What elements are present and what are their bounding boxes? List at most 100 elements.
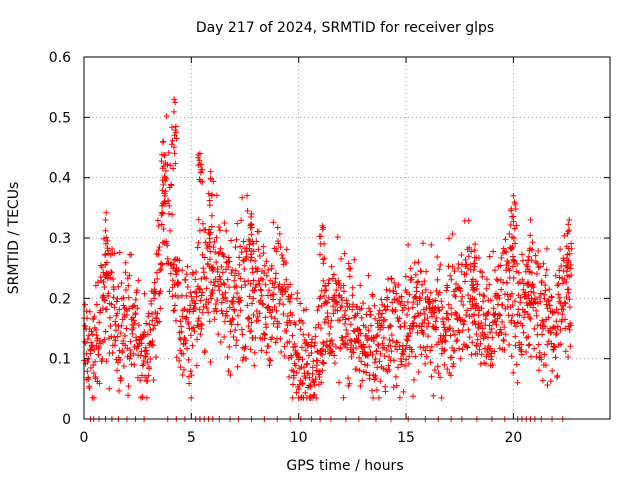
data-point [428, 373, 435, 380]
data-point [347, 265, 354, 272]
data-point [527, 315, 534, 322]
data-point [411, 259, 418, 266]
data-point [143, 394, 150, 401]
data-point-peak [170, 165, 177, 172]
data-point [553, 330, 560, 337]
data-point-peak [170, 108, 177, 115]
data-point [329, 348, 336, 355]
data-point [390, 287, 397, 294]
data-point [366, 343, 373, 350]
data-point [120, 363, 127, 370]
data-point [497, 262, 504, 269]
data-point [509, 263, 516, 270]
data-point [122, 269, 129, 276]
data-point [310, 358, 317, 365]
data-point [267, 357, 274, 364]
axes: 0 5 10 15 20 0 0.1 0.2 0.3 0.4 0.5 0.6 [49, 50, 611, 446]
data-point [195, 239, 202, 246]
data-point-peak [168, 141, 175, 148]
data-point [130, 350, 137, 357]
data-point [177, 318, 184, 325]
data-point [254, 268, 261, 275]
data-point [248, 319, 255, 326]
data-point [375, 394, 382, 401]
data-point [114, 310, 121, 317]
data-point [562, 325, 569, 332]
data-point [496, 345, 503, 352]
data-point [303, 306, 310, 313]
data-point [457, 355, 464, 362]
data-point [486, 281, 493, 288]
data-point-peak [320, 260, 327, 267]
data-point [378, 296, 385, 303]
data-point [356, 326, 363, 333]
data-point [498, 286, 505, 293]
data-point-peak [210, 178, 217, 185]
data-point [169, 277, 176, 284]
data-point [370, 394, 377, 401]
data-point [552, 354, 559, 361]
data-point [107, 274, 114, 281]
data-point [83, 308, 90, 315]
data-point [351, 328, 358, 335]
data-point [269, 334, 276, 341]
data-point [278, 252, 285, 259]
data-point [416, 294, 423, 301]
data-point [549, 367, 556, 374]
data-point [316, 368, 323, 375]
data-point [434, 253, 441, 260]
data-point [314, 357, 321, 364]
data-point [539, 377, 546, 384]
data-point-peak [511, 225, 518, 232]
data-point [358, 314, 365, 321]
data-point [546, 302, 553, 309]
data-point [344, 340, 351, 347]
data-point-peak [568, 240, 575, 247]
data-point [237, 275, 244, 282]
data-point [497, 312, 504, 319]
data-point [544, 381, 551, 388]
data-point [482, 333, 489, 340]
data-point-peak [565, 228, 572, 235]
data-point [309, 364, 316, 371]
data-point [276, 320, 283, 327]
data-point [266, 356, 273, 363]
data-point [116, 387, 123, 394]
data-point [260, 301, 267, 308]
data-point-peak [159, 202, 166, 209]
data-point [158, 266, 165, 273]
data-point [448, 311, 455, 318]
x-tick-label: 20 [504, 430, 522, 446]
data-point-peak [472, 305, 479, 312]
data-point [101, 283, 108, 290]
data-point [389, 299, 396, 306]
data-point [330, 271, 337, 278]
data-point [498, 329, 505, 336]
data-point [236, 261, 243, 268]
data-point-peak [473, 300, 480, 307]
data-point [374, 331, 381, 338]
data-point [483, 285, 490, 292]
data-point [131, 361, 138, 368]
data-point [487, 329, 494, 336]
data-point [523, 349, 530, 356]
data-point [120, 302, 127, 309]
data-point [260, 330, 267, 337]
data-point [96, 319, 103, 326]
data-point [463, 343, 470, 350]
data-point [567, 322, 574, 329]
data-point [546, 286, 553, 293]
data-point [488, 353, 495, 360]
data-point [444, 284, 451, 291]
data-point [387, 343, 394, 350]
data-point [466, 334, 473, 341]
data-point [199, 289, 206, 296]
data-point [482, 316, 489, 323]
data-point [259, 300, 266, 307]
data-point [346, 303, 353, 310]
data-point [300, 331, 307, 338]
data-point [543, 245, 550, 252]
data-point [84, 359, 91, 366]
data-point-peak [525, 281, 532, 288]
data-point [554, 323, 561, 330]
